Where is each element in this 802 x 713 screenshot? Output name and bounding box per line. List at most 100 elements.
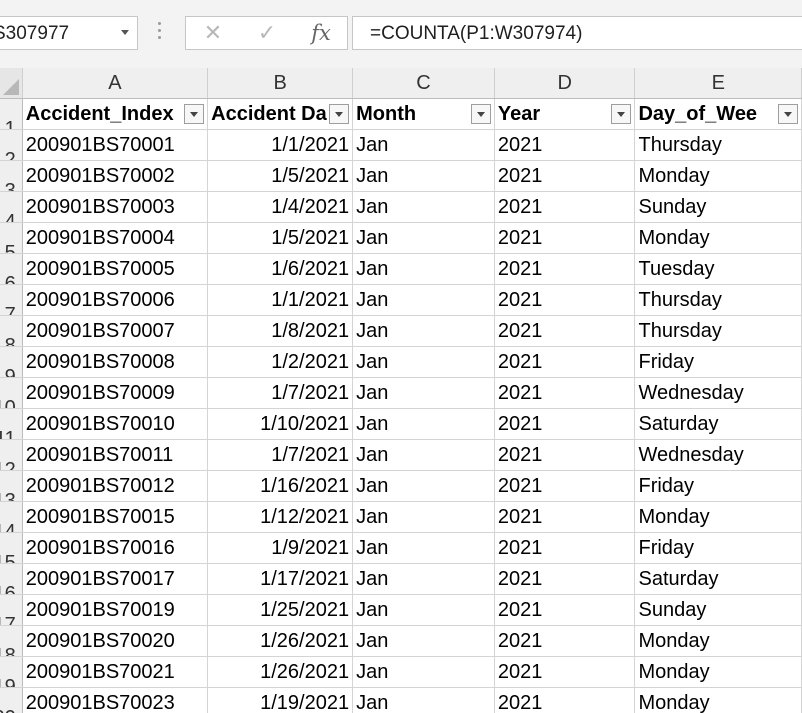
- cell[interactable]: Jan: [352, 253, 495, 285]
- row-header[interactable]: 18: [0, 625, 23, 657]
- cell[interactable]: 2021: [494, 625, 636, 657]
- row-header[interactable]: 5: [0, 222, 23, 254]
- row-header[interactable]: 16: [0, 563, 23, 595]
- cell[interactable]: Jan: [352, 563, 495, 595]
- name-box-dropdown-icon[interactable]: [121, 30, 129, 35]
- cell[interactable]: 2021: [494, 129, 636, 161]
- cell[interactable]: Jan: [352, 346, 495, 378]
- insert-function-icon[interactable]: fx: [311, 21, 331, 45]
- header-cell[interactable]: Month: [352, 98, 495, 130]
- cell[interactable]: Jan: [352, 594, 495, 626]
- cell[interactable]: Thursday: [634, 129, 802, 161]
- filter-dropdown-icon[interactable]: [329, 104, 350, 124]
- cell[interactable]: Jan: [352, 284, 495, 316]
- cell[interactable]: Jan: [352, 625, 495, 657]
- column-header-d[interactable]: D: [494, 68, 636, 99]
- row-header[interactable]: 15: [0, 532, 23, 564]
- cell[interactable]: Monday: [634, 501, 802, 533]
- filter-dropdown-icon[interactable]: [470, 104, 491, 124]
- cell[interactable]: Thursday: [634, 315, 802, 347]
- cell[interactable]: 1/19/2021: [207, 687, 354, 713]
- drag-handle-icon[interactable]: [158, 22, 162, 44]
- cell[interactable]: Thursday: [634, 284, 802, 316]
- cell[interactable]: 1/6/2021: [207, 253, 354, 285]
- cell[interactable]: Jan: [352, 470, 495, 502]
- cell[interactable]: 2021: [494, 439, 636, 471]
- header-cell[interactable]: Year: [494, 98, 636, 130]
- row-number[interactable]: 5: [4, 242, 16, 254]
- cell[interactable]: 2021: [494, 191, 636, 223]
- cell[interactable]: 2021: [494, 594, 636, 626]
- row-number[interactable]: 17: [0, 614, 16, 626]
- name-box[interactable]: S307977: [0, 16, 138, 50]
- row-header[interactable]: 6: [0, 253, 23, 285]
- cell[interactable]: 2021: [494, 222, 636, 254]
- row-header[interactable]: 19: [0, 656, 23, 688]
- row-header[interactable]: 12: [0, 439, 23, 471]
- header-cell[interactable]: Accident Da: [207, 98, 354, 130]
- name-box-value[interactable]: S307977: [0, 23, 70, 44]
- column-header-b[interactable]: B: [207, 68, 354, 99]
- cell[interactable]: 200901BS70019: [22, 594, 209, 626]
- cell[interactable]: 1/7/2021: [207, 439, 354, 471]
- cell[interactable]: Friday: [634, 346, 802, 378]
- cell[interactable]: Tuesday: [634, 253, 802, 285]
- cell[interactable]: Monday: [634, 222, 802, 254]
- cell[interactable]: 200901BS70006: [22, 284, 209, 316]
- cancel-icon[interactable]: ✕: [203, 20, 223, 45]
- cell[interactable]: 1/10/2021: [207, 408, 354, 440]
- cell[interactable]: 1/1/2021: [207, 284, 354, 316]
- cell[interactable]: 2021: [494, 160, 636, 192]
- cell[interactable]: 1/4/2021: [207, 191, 354, 223]
- row-header[interactable]: 14: [0, 501, 23, 533]
- row-number[interactable]: 13: [0, 490, 16, 502]
- row-number[interactable]: 11: [0, 428, 16, 440]
- cell[interactable]: Wednesday: [634, 377, 802, 409]
- filter-dropdown-icon[interactable]: [611, 104, 632, 124]
- column-header-e[interactable]: E: [634, 68, 802, 99]
- cell[interactable]: Jan: [352, 160, 495, 192]
- cell[interactable]: 200901BS70015: [22, 501, 209, 533]
- row-header[interactable]: 17: [0, 594, 23, 626]
- cell[interactable]: Jan: [352, 222, 495, 254]
- row-number[interactable]: 20: [0, 703, 16, 713]
- row-number[interactable]: 2: [4, 149, 16, 161]
- cell[interactable]: 200901BS70016: [22, 532, 209, 564]
- cell[interactable]: 2021: [494, 284, 636, 316]
- cell[interactable]: Monday: [634, 160, 802, 192]
- row-header[interactable]: 13: [0, 470, 23, 502]
- cell[interactable]: Jan: [352, 687, 495, 713]
- row-number[interactable]: 7: [4, 304, 16, 316]
- column-header-a[interactable]: A: [22, 68, 209, 99]
- cell[interactable]: 1/16/2021: [207, 470, 354, 502]
- cell[interactable]: 2021: [494, 501, 636, 533]
- cell[interactable]: 1/5/2021: [207, 222, 354, 254]
- cell[interactable]: Jan: [352, 408, 495, 440]
- cell[interactable]: 2021: [494, 563, 636, 595]
- cell[interactable]: 200901BS70020: [22, 625, 209, 657]
- cell[interactable]: 200901BS70023: [22, 687, 209, 713]
- header-cell[interactable]: Day_of_Wee: [634, 98, 802, 130]
- cell[interactable]: 200901BS70005: [22, 253, 209, 285]
- cell[interactable]: 1/25/2021: [207, 594, 354, 626]
- cell[interactable]: 200901BS70003: [22, 191, 209, 223]
- cell[interactable]: 1/26/2021: [207, 625, 354, 657]
- cell[interactable]: Friday: [634, 470, 802, 502]
- cell[interactable]: 2021: [494, 315, 636, 347]
- cell[interactable]: 200901BS70010: [22, 408, 209, 440]
- cell[interactable]: 2021: [494, 377, 636, 409]
- cell[interactable]: 1/9/2021: [207, 532, 354, 564]
- cell[interactable]: 2021: [494, 470, 636, 502]
- row-number[interactable]: 10: [0, 397, 16, 409]
- cell[interactable]: 1/17/2021: [207, 563, 354, 595]
- cell[interactable]: 2021: [494, 253, 636, 285]
- row-header[interactable]: 3: [0, 160, 23, 192]
- cell[interactable]: 1/7/2021: [207, 377, 354, 409]
- row-number[interactable]: 15: [0, 552, 16, 564]
- row-header[interactable]: 9: [0, 346, 23, 378]
- cell[interactable]: 200901BS70009: [22, 377, 209, 409]
- cell[interactable]: 200901BS70011: [22, 439, 209, 471]
- row-header[interactable]: 2: [0, 129, 23, 161]
- cell[interactable]: 2021: [494, 408, 636, 440]
- row-header[interactable]: 20: [0, 687, 23, 713]
